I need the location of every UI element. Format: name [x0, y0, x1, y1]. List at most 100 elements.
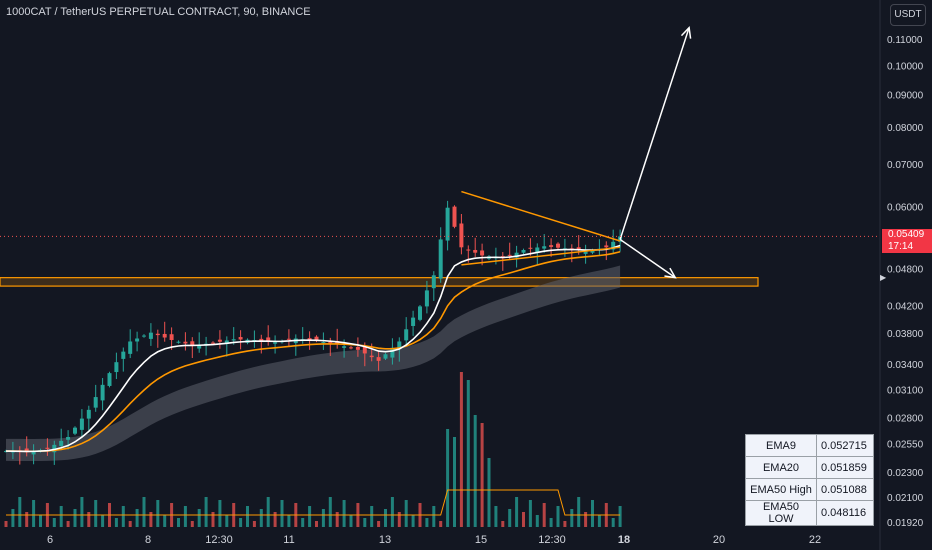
candle-body	[307, 338, 312, 340]
candle-body	[114, 362, 119, 373]
ema-name: EMA9	[745, 434, 817, 457]
candle-body	[418, 306, 422, 320]
candle-body	[314, 336, 319, 341]
volume-bar	[377, 521, 381, 527]
y-tick-label: 0.01920	[887, 518, 924, 529]
candle-body	[397, 341, 402, 349]
volume-bar	[32, 500, 36, 527]
volume-bar	[101, 515, 105, 527]
candle-body	[383, 354, 388, 359]
volume-bar	[487, 458, 491, 527]
candle-body	[335, 341, 340, 345]
candle-body	[362, 346, 367, 354]
ema-name: EMA50 LOW	[745, 500, 817, 526]
volume-bar	[328, 497, 332, 527]
volume-bar	[239, 518, 243, 527]
volume-bar	[522, 512, 525, 527]
candle-body	[438, 239, 443, 279]
ema-values-table: EMA9 0.052715 EMA20 0.051859 EMA50 High 0.0…	[745, 434, 874, 526]
ema-value: 0.048116	[816, 500, 874, 526]
candle-body	[59, 440, 64, 446]
candle-body	[528, 247, 533, 249]
volume-bar	[591, 500, 594, 527]
volume-ma-line	[6, 489, 621, 516]
candle-body	[521, 249, 526, 253]
candle-body	[369, 355, 374, 358]
ema20-line	[5, 251, 621, 453]
volume-bar	[4, 521, 8, 527]
volume-bar	[80, 497, 84, 527]
candle-body	[100, 384, 105, 401]
candle-body	[142, 335, 146, 337]
candle-body	[259, 338, 264, 341]
candle-body	[349, 347, 353, 349]
candle-body	[66, 436, 71, 440]
y-tick-label: 0.02100	[887, 493, 924, 504]
last-price-tag: 0.05409 17:14	[882, 229, 932, 253]
volume-bar	[515, 497, 519, 527]
candle-body	[411, 317, 416, 326]
candle-body	[514, 252, 519, 258]
candle-body	[231, 339, 236, 341]
volume-bar	[584, 512, 588, 527]
candle-body	[224, 340, 229, 344]
y-tick-label: 0.08000	[887, 123, 924, 134]
candle-body	[480, 250, 485, 256]
volume-bar	[149, 512, 153, 527]
candle-body	[376, 357, 381, 361]
candle-body	[445, 207, 450, 241]
volume-bar	[528, 500, 532, 527]
candle-body	[52, 444, 57, 453]
candle-body	[93, 397, 98, 408]
volume-bar	[246, 506, 249, 527]
scroll-marker-icon: ▶	[880, 273, 887, 282]
y-tick-label: 0.10000	[887, 61, 924, 72]
candle-body	[404, 329, 409, 341]
ema-row: EMA50 LOW 0.048116	[745, 500, 874, 526]
volume-bar	[611, 518, 615, 527]
ema-value: 0.052715	[816, 434, 874, 457]
candle-body	[162, 333, 167, 338]
volume-bar	[384, 509, 387, 527]
volume-bar	[542, 503, 546, 527]
y-tick-label: 0.02800	[887, 414, 924, 425]
volume-bar	[211, 512, 215, 527]
x-tick-label: 6	[47, 534, 53, 546]
volume-bar	[73, 509, 77, 527]
currency-button[interactable]: USDT	[890, 4, 926, 26]
x-tick-label: 12:30	[205, 534, 233, 546]
y-tick-label: 0.03800	[887, 329, 924, 340]
volume-bar	[390, 497, 394, 527]
volume-bar	[183, 506, 187, 527]
volume-bar	[535, 515, 539, 527]
volume-bar	[363, 518, 367, 527]
volume-bar	[563, 521, 567, 527]
volume-bar	[94, 500, 98, 527]
y-tick-label: 0.06000	[887, 203, 924, 214]
y-tick-label: 0.04800	[887, 264, 924, 275]
volume-bar	[425, 518, 429, 527]
candle-body	[197, 344, 202, 349]
volume-bar	[411, 515, 415, 527]
arrow-head-icon	[664, 267, 677, 279]
ema-row: EMA9 0.052715	[745, 434, 874, 457]
candle-body	[321, 341, 326, 343]
support-zone	[0, 277, 759, 287]
ema-value: 0.051088	[816, 478, 874, 501]
volume-bar	[259, 509, 263, 527]
y-tick-label: 0.02300	[887, 468, 924, 479]
volume-bar	[570, 509, 574, 527]
volume-bar	[280, 500, 284, 527]
volume-bar	[204, 497, 208, 527]
volume-bar	[404, 500, 408, 527]
volume-bar	[11, 509, 15, 527]
volume-bar	[349, 515, 353, 527]
candle-body	[86, 409, 91, 419]
candle-body	[135, 338, 140, 342]
volume-bar	[466, 380, 470, 527]
candle-body	[466, 249, 471, 251]
candle-body	[542, 246, 547, 249]
volume-bar	[52, 518, 56, 527]
ema-name: EMA50 High	[745, 478, 817, 501]
